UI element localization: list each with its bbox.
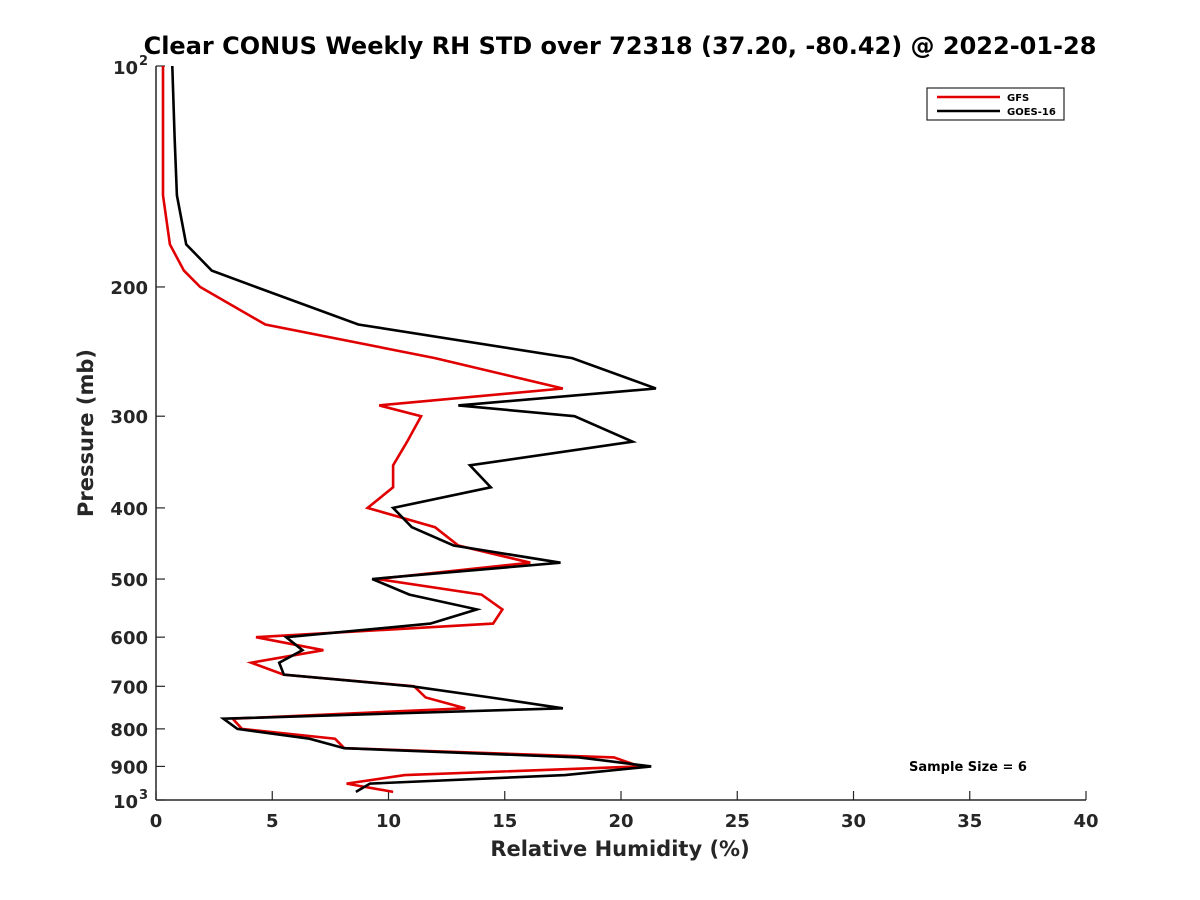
legend: GFS GOES-16 xyxy=(926,87,1065,121)
legend-box xyxy=(926,87,1065,121)
sample-size-annotation: Sample Size = 6 xyxy=(909,760,1027,775)
y-tick-label-exponent: 3 xyxy=(139,788,148,803)
y-tick-label: 800 xyxy=(110,720,148,741)
x-tick-label: 0 xyxy=(150,811,163,832)
x-tick-label: 20 xyxy=(608,811,633,832)
x-tick-label: 10 xyxy=(376,811,401,832)
y-tick-label: 200 xyxy=(110,278,148,299)
y-tick-label-base: 10 xyxy=(113,58,138,79)
y-tick-label-base: 10 xyxy=(113,792,138,813)
series-line-goes-16 xyxy=(171,65,657,794)
y-tick-label: 900 xyxy=(110,757,148,778)
x-tick-label: 15 xyxy=(492,811,517,832)
y-tick-label-exponent: 2 xyxy=(139,54,148,69)
series-layer xyxy=(161,65,657,794)
y-axis-label: Pressure (mb) xyxy=(74,349,98,517)
x-tick-label: 25 xyxy=(725,811,750,832)
x-tick-label: 35 xyxy=(957,811,982,832)
x-axis-ticks: 0 5 10 15 20 25 30 35 40 xyxy=(150,791,1099,832)
y-tick-label: 400 xyxy=(110,499,148,520)
y-tick-label: 700 xyxy=(110,677,148,698)
y-tick-label: 500 xyxy=(110,570,148,591)
x-tick-label: 5 xyxy=(266,811,279,832)
series-line-gfs xyxy=(161,66,641,794)
legend-label-gfs: GFS xyxy=(1007,93,1029,104)
legend-label-goes-16: GOES-16 xyxy=(1007,107,1056,118)
y-tick-label: 300 xyxy=(110,407,148,428)
x-tick-label: 40 xyxy=(1073,811,1098,832)
y-tick-label: 600 xyxy=(110,628,148,649)
chart-title: Clear CONUS Weekly RH STD over 72318 (37… xyxy=(144,32,1097,60)
x-axis-label: Relative Humidity (%) xyxy=(490,837,749,861)
x-tick-label: 30 xyxy=(841,811,866,832)
